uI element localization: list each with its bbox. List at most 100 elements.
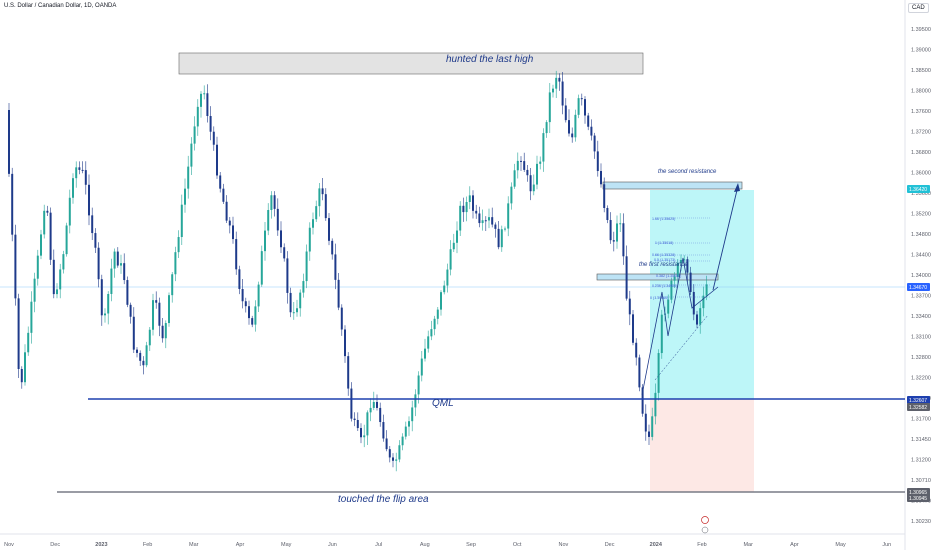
- candle-body: [561, 81, 564, 106]
- candle-body: [353, 418, 356, 421]
- candle-body: [104, 313, 106, 316]
- fib-extension[interactable]: 1.66 (1.35625) 1 (1.35018) 0.66 (1.35328…: [650, 217, 710, 300]
- candle-body: [616, 223, 618, 242]
- candle-body: [174, 252, 177, 275]
- candle-body: [478, 213, 481, 224]
- candle-body: [193, 126, 196, 144]
- candle-body: [542, 133, 545, 162]
- y-tick-label: 1.32200: [911, 376, 931, 382]
- price-tag-label: 1.32582: [909, 405, 927, 411]
- y-tick-label: 1.31700: [911, 417, 931, 423]
- candle-body: [670, 280, 673, 300]
- x-axis[interactable]: Nov Dec 2023 Feb Mar Apr May Jun Jul Aug Sep Oct Nov…: [4, 542, 891, 548]
- candle-body: [385, 438, 388, 450]
- candles-layer: [8, 70, 708, 472]
- candle-body: [430, 329, 433, 337]
- first-resistance-zone[interactable]: [596, 273, 719, 281]
- y-tick-label: 1.39000: [911, 48, 931, 54]
- y-tick-label: 1.35200: [911, 212, 931, 218]
- candle-body: [209, 116, 212, 132]
- candle-body: [334, 254, 337, 280]
- event-icon[interactable]: [701, 526, 709, 534]
- candle-body: [529, 175, 532, 192]
- candle-body: [692, 291, 695, 315]
- x-tick-label: Oct: [513, 542, 522, 548]
- annotation-hunted-high[interactable]: hunted the last high: [446, 54, 534, 65]
- projection-path[interactable]: [641, 257, 719, 396]
- candle-body: [222, 188, 225, 202]
- price-tag-label: 1.30965: [909, 490, 927, 496]
- candle-body: [129, 304, 132, 317]
- candle-body: [235, 239, 238, 270]
- x-tick-label: Mar: [743, 542, 753, 548]
- candle-body: [472, 195, 474, 211]
- high-zone[interactable]: [178, 52, 644, 75]
- candle-body: [347, 356, 350, 389]
- symbol-title: U.S. Dollar / Canadian Dollar, 1D, OANDA: [4, 3, 117, 9]
- price-tag: [907, 185, 930, 193]
- annotation-qml[interactable]: QML: [432, 398, 454, 409]
- candle-body: [475, 210, 478, 214]
- candle-body: [52, 259, 55, 295]
- y-tick-label: 1.33700: [911, 294, 931, 300]
- candle-body: [340, 307, 343, 330]
- candle-body: [81, 169, 84, 171]
- target-arrow[interactable]: [712, 185, 739, 291]
- candle-body: [555, 77, 558, 89]
- candle-body: [404, 426, 407, 437]
- candle-body: [484, 220, 487, 222]
- candle-body: [625, 256, 628, 299]
- candle-body: [14, 234, 17, 299]
- x-tick-label: Mar: [189, 542, 199, 548]
- candle-body: [532, 184, 535, 192]
- candle-body: [465, 201, 468, 213]
- candle-body: [36, 255, 39, 279]
- candle-body: [315, 206, 318, 220]
- candle-body: [494, 224, 497, 229]
- candle-body: [155, 300, 158, 303]
- candle-body: [251, 318, 254, 325]
- candle-body: [446, 269, 449, 286]
- fib-label: 0.5 (1.35173): [654, 258, 675, 262]
- candle-body: [299, 292, 302, 309]
- candle-body: [152, 300, 154, 330]
- candle-body: [644, 413, 647, 432]
- x-tick-label: 2023: [95, 542, 107, 548]
- y-axis[interactable]: 1.39500 1.39000 1.38500 1.38000 1.37600 1.372…: [911, 27, 931, 525]
- x-tick-label: Jul: [375, 542, 382, 548]
- annotation-flip-area[interactable]: touched the flip area: [338, 494, 429, 505]
- candle-body: [321, 188, 324, 195]
- candle-body: [600, 171, 602, 185]
- x-tick-label: May: [835, 542, 846, 548]
- candle-body: [331, 240, 334, 255]
- fib-label: 0.236 (1.34900): [652, 284, 677, 288]
- candle-body: [516, 160, 519, 171]
- x-tick-label: 2024: [650, 542, 663, 548]
- candle-body: [244, 301, 247, 307]
- event-icon[interactable]: [701, 516, 709, 524]
- annotation-first-resistance[interactable]: the first resistance: [639, 262, 688, 268]
- y-tick-label: 1.34000: [911, 273, 931, 279]
- candle-body: [100, 279, 103, 316]
- annotation-second-resistance[interactable]: the second resistance: [658, 169, 717, 175]
- y-tick-label: 1.39500: [911, 27, 931, 33]
- candle-body: [296, 308, 298, 313]
- candle-body: [289, 292, 292, 313]
- second-resistance-zone[interactable]: [602, 181, 743, 190]
- candle-body: [619, 223, 622, 225]
- candle-body: [241, 289, 244, 302]
- candle-body: [660, 314, 663, 354]
- candle-body: [424, 348, 426, 359]
- candle-body: [520, 160, 522, 162]
- candle-body: [500, 229, 503, 248]
- candle-body: [148, 329, 151, 346]
- candle-body: [622, 223, 625, 257]
- currency-button[interactable]: CAD: [908, 3, 929, 13]
- candle-body: [632, 314, 634, 343]
- candle-body: [116, 251, 119, 266]
- candle-body: [427, 336, 430, 349]
- candle-body: [20, 369, 23, 383]
- candle-body: [651, 416, 654, 437]
